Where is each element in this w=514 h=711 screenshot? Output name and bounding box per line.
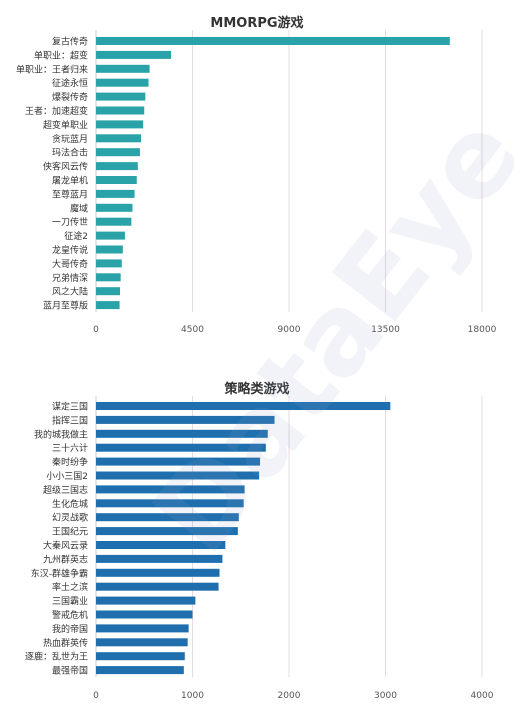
category-label: 逐鹿：乱世为王: [25, 651, 88, 663]
tick-label: 2000: [278, 691, 301, 701]
bar: [96, 457, 261, 466]
bar: [96, 402, 391, 410]
bar: [96, 64, 150, 73]
chart-title-strategy: 策略类游戏: [224, 382, 290, 397]
category-label: 一刀传世: [52, 216, 88, 228]
category-label: 贪玩蓝月: [52, 133, 88, 145]
bar: [96, 217, 132, 226]
tick-label: 13500: [371, 325, 400, 335]
tick-label: 4500: [181, 325, 204, 335]
bar: [96, 301, 120, 310]
bar: [96, 176, 137, 184]
bar: [96, 50, 172, 59]
tick-label: 1000: [181, 691, 204, 701]
category-label: 警戒危机: [52, 609, 88, 621]
category-label: 谋定三国: [52, 401, 88, 413]
category-label: 指挥三国: [52, 414, 88, 426]
category-label: 爆裂传奇: [52, 91, 88, 103]
category-label: 三国霸业: [52, 596, 88, 607]
tick-label: 0: [93, 691, 99, 701]
bar: [96, 92, 146, 101]
bar: [96, 245, 123, 254]
category-label: 超变单职业: [43, 119, 88, 131]
category-label: 征途永恒: [52, 77, 88, 89]
category-label: 超级三国志: [43, 484, 88, 496]
category-label: 征途2: [64, 230, 88, 242]
bar: [96, 273, 121, 282]
category-label: 蓝月至尊版: [43, 300, 88, 312]
category-label: 龙皇传说: [52, 244, 88, 256]
bar: [96, 134, 142, 143]
bar: [96, 259, 122, 268]
bar: [96, 471, 260, 480]
tick-label: 9000: [278, 325, 301, 335]
bar: [96, 513, 239, 522]
category-label: 秦时纷争: [52, 456, 88, 468]
tick-label: 0: [93, 325, 99, 335]
bar: [96, 499, 244, 508]
bar: [96, 120, 144, 129]
tick-label: 3000: [374, 691, 397, 701]
chart-mmorpg: 复古传奇单职业：超变单职业：王者归来征途永恒爆裂传奇王者：加速超变超变单职业贪玩…: [16, 30, 497, 335]
bar: [96, 638, 188, 647]
bar: [96, 568, 220, 577]
bar: [96, 541, 226, 549]
bar: [96, 666, 184, 675]
bar: [96, 596, 196, 605]
bar: [96, 148, 140, 157]
category-label: 玛法合击: [52, 147, 88, 159]
category-label: 王者：加速超变: [25, 105, 88, 117]
category-label: 单职业：王者归来: [16, 63, 88, 75]
bar: [96, 37, 450, 45]
category-label: 复古传奇: [52, 36, 88, 48]
category-label: 屠龙单机: [52, 175, 88, 187]
category-label: 东汉-群雄争霸: [31, 567, 88, 579]
category-label: 大哥传奇: [52, 258, 88, 270]
category-label: 最强帝国: [52, 665, 88, 677]
category-label: 风之大陆: [52, 286, 88, 298]
tick-label: 18000: [468, 325, 497, 335]
bar: [96, 287, 121, 296]
category-label: 魔域: [70, 202, 88, 214]
bar: [96, 415, 275, 424]
bar: [96, 554, 223, 563]
bar: [96, 485, 245, 494]
category-label: 至尊蓝月: [52, 188, 88, 200]
bar: [96, 78, 149, 87]
bar: [96, 231, 125, 240]
bar: [96, 429, 268, 438]
bar: [96, 203, 133, 212]
category-label: 三十六计: [52, 442, 88, 454]
bar: [96, 189, 135, 198]
bar: [96, 443, 266, 452]
bar: [96, 652, 185, 661]
bar: [96, 582, 219, 591]
category-label: 王国纪元: [52, 526, 88, 538]
category-label: 单职业：超变: [34, 49, 88, 61]
category-label: 侠客风云传: [43, 161, 88, 173]
category-label: 小小三国2: [46, 471, 88, 482]
category-label: 热血群英传: [43, 637, 88, 649]
category-label: 我的帝国: [52, 623, 88, 635]
category-label: 大秦风云录: [43, 540, 88, 552]
bar: [96, 527, 238, 536]
bar: [96, 610, 193, 619]
bar: [96, 624, 189, 633]
category-label: 九州群英志: [43, 553, 88, 565]
bar: [96, 106, 145, 115]
bar: [96, 162, 138, 171]
chart-title-mmorpg: MMORPG游戏: [210, 16, 304, 31]
category-label: 率土之滨: [52, 581, 88, 593]
category-label: 我的城我做主: [34, 428, 88, 440]
tick-label: 4000: [471, 691, 494, 701]
category-label: 幻灵战歌: [52, 512, 88, 524]
category-label: 生化危城: [52, 498, 88, 510]
category-label: 兄弟情深: [52, 272, 88, 284]
